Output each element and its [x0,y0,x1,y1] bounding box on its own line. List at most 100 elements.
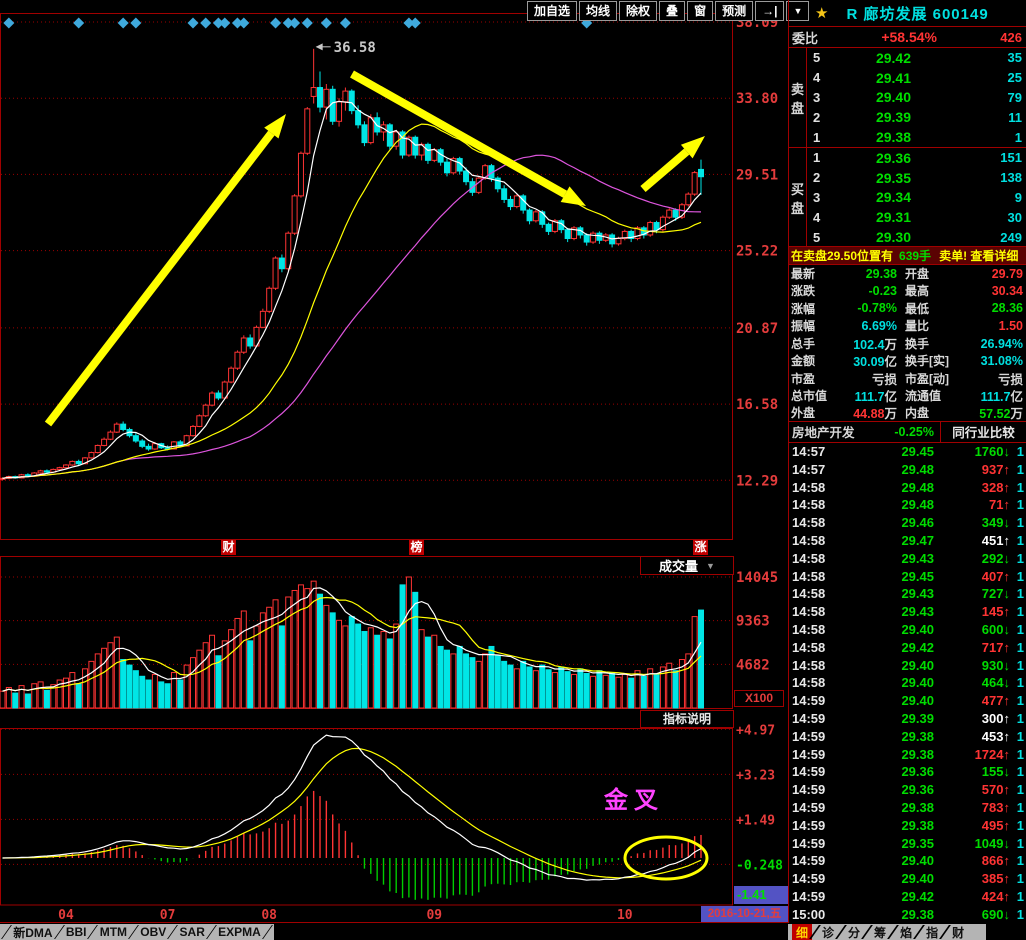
sell-order-book: 卖盘 5 29.42 35 4 29.41 25 3 29.40 79 2 29.39 11 1 29.3… [789,48,1026,147]
tick-volume: 385↑ [981,871,1010,887]
indicator-help-button[interactable]: 指标说明 [640,710,734,728]
tick-price: 29.36 [901,764,934,780]
toolbar-button-2[interactable]: 除权 [619,1,658,21]
tick-time: 14:57 [792,444,826,460]
tick-time: 14:58 [792,586,826,602]
stats-grid: 最新 29.38 开盘 29.79 涨跌 -0.23 最高 30.34 涨幅 -0.78% 最低 28… [789,264,1026,421]
tick-price: 29.40 [901,675,934,691]
svg-text:12.29: 12.29 [736,473,778,489]
stat-number: 44.88 [853,407,885,422]
tick-row: 14:58 29.42 717↑ 1 [789,638,1026,656]
tick-row: 14:59 29.42 424↑ 1 [789,888,1026,906]
stats-row: 涨跌 -0.23 最高 30.34 [789,282,1026,299]
toolbar-button-4[interactable]: 窗 [687,1,714,21]
tick-row: 14:59 29.40 866↑ 1 [789,852,1026,870]
next-period-icon[interactable]: →| [755,1,785,21]
panel-tab-诊[interactable]: 诊 [822,925,835,940]
tick-count: 1 [1016,835,1024,851]
stat-value: 亏损 [835,369,897,388]
svg-text:36.58: 36.58 [334,40,376,56]
tick-price: 29.38 [901,906,934,922]
tick-price: 29.40 [901,871,934,887]
panel-tab-焰[interactable]: 焰 [900,925,913,940]
tick-volume: 1760↓ [974,444,1010,460]
svg-text:08: 08 [261,908,277,923]
order-level: 3 [813,189,821,205]
stat-label: 最高 [905,284,930,299]
stat-value: 57.52万 [957,403,1026,422]
tick-volume: 453↑ [981,728,1010,744]
toolbar-button-0[interactable]: 加自选 [527,1,578,21]
favorite-star-icon[interactable]: ★ [815,5,829,22]
marquee-char-2: 涨 [693,540,708,555]
order-level: 2 [813,170,821,186]
weibi-label: 委比 [792,30,819,46]
quote-panel: ★ R 廊坊发展 600149 委比 +58.54% 426 卖盘 5 29.42… [788,0,1026,923]
tick-time: 14:58 [792,515,826,531]
indicator-tab-EXPMA[interactable]: EXPMA [218,925,261,939]
toolbar-dropdown-icon[interactable]: ▼ [786,1,810,21]
tick-volume: 349↓ [981,515,1010,531]
volume-selector-label: 成交量 [659,559,699,574]
order-price: 29.30 [875,229,911,246]
svg-text:-0.248: -0.248 [736,858,783,873]
order-book-row: 4 29.31 30 [809,207,1026,227]
tick-time: 14:58 [792,639,826,655]
industry-compare-button[interactable]: 同行业比较 [940,421,1026,442]
tick-count: 1 [1016,711,1024,727]
tick-price: 29.43 [901,604,934,620]
tick-count: 1 [1016,746,1024,762]
panel-tab-财[interactable]: 财 [952,925,965,940]
order-volume: 151 [1000,150,1022,166]
stat-number: 1.50 [998,318,1023,333]
order-price: 29.41 [875,69,911,86]
tick-volume: 464↓ [981,675,1010,691]
tick-row: 14:58 29.40 464↓ 1 [789,674,1026,692]
svg-text:9363: 9363 [736,614,770,630]
order-level: 4 [813,209,821,225]
stat-label: 最新 [791,267,816,282]
tick-row: 14:58 29.40 600↓ 1 [789,621,1026,639]
tick-price: 29.35 [901,835,934,851]
indicator-tab-OBV[interactable]: OBV [140,925,167,939]
large-order-alert[interactable]: 在卖盘29.50位置有 639手 卖单! 查看详细 [789,246,1026,264]
panel-tab-细[interactable]: 细 [792,923,813,940]
tick-count: 1 [1016,461,1024,477]
stat-unit: 亿 [884,390,897,405]
tick-row: 15:00 29.38 690↓ 1 [789,905,1026,923]
panel-tab-筹[interactable]: 筹 [874,925,887,940]
alert-detail-link[interactable]: 卖单! 查看详细 [939,249,1019,263]
volume-indicator-selector[interactable]: 成交量 ▼ [640,556,734,575]
stat-label: 外盘 [791,406,816,421]
svg-text:07: 07 [160,908,176,923]
tick-count: 1 [1016,888,1024,904]
tick-volume: 292↓ [981,550,1010,566]
tick-row: 14:59 29.39 300↑ 1 [789,710,1026,728]
stat-number: 57.52 [979,407,1011,422]
toolbar-button-5[interactable]: 预测 [715,1,754,21]
tick-volume: 495↑ [981,817,1010,833]
tick-time: 14:58 [792,568,826,584]
chevron-down-icon[interactable]: ▼ [706,560,715,571]
tick-count: 1 [1016,533,1024,549]
indicator-tab-MTM[interactable]: MTM [99,925,128,939]
panel-tab-分[interactable]: 分 [848,925,861,940]
stat-number: 6.69% [861,318,897,333]
stat-value: 111.7亿 [835,386,897,405]
tick-list[interactable]: 14:57 29.45 1760↓ 1 14:57 29.48 937↑ 1 14:58 29.4… [789,443,1026,924]
indicator-tab-新DMA[interactable]: 新DMA [13,925,53,940]
marquee-char-1: 榜 [409,540,424,555]
tick-row: 14:58 29.48 71↑ 1 [789,496,1026,514]
indicator-tab-BBI[interactable]: BBI [65,925,87,939]
stat-value: 111.7亿 [957,386,1026,405]
tick-count: 1 [1016,444,1024,460]
chart-canvas[interactable]: 38.0933.8029.5125.2220.8716.5812.2914045… [0,0,788,940]
tick-time: 14:58 [792,622,826,638]
tick-price: 29.48 [901,497,934,513]
indicator-tab-SAR[interactable]: SAR [179,925,205,939]
panel-tab-指[interactable]: 指 [926,925,939,940]
toolbar-button-1[interactable]: 均线 [579,1,618,21]
sell-label: 卖盘 [791,48,807,147]
toolbar-button-3[interactable]: 叠 [659,1,686,21]
